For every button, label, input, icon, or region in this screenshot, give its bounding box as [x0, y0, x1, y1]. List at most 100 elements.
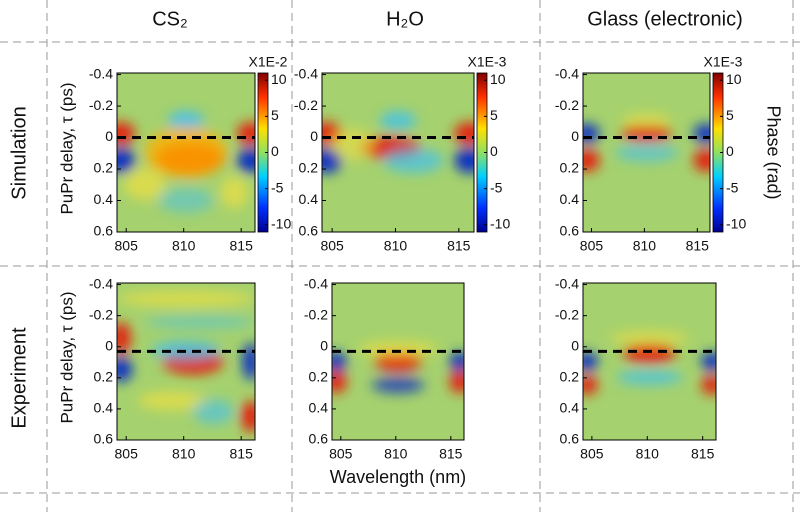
colorbar-tick-label: -5	[490, 179, 503, 195]
colorbar-tick-label: -5	[726, 179, 739, 195]
y-tick-label: 0.6	[560, 431, 580, 447]
colorbar-title: X1E-2	[249, 54, 288, 70]
y-tick-label: -0.2	[555, 306, 579, 322]
heatmap-features	[117, 111, 255, 213]
heatmap	[117, 283, 255, 440]
y-tick-label: 0	[571, 337, 579, 353]
heatmap-feature	[382, 147, 444, 174]
heatmap-feature	[242, 342, 255, 381]
column-header: CS₂	[152, 8, 188, 30]
y-tick-label: 0.2	[560, 160, 580, 176]
y-tick-label: 0.2	[299, 160, 319, 176]
y-tick-label: 0.6	[94, 223, 114, 239]
y-tick-label: 0.2	[309, 369, 329, 385]
x-tick-label: 805	[329, 446, 353, 462]
heatmap-feature	[454, 147, 474, 174]
colorbar-tick-label: 0	[726, 143, 734, 159]
y-tick-label: -0.2	[89, 306, 113, 322]
x-tick-label: 805	[115, 238, 139, 254]
heatmap	[322, 73, 474, 232]
y-tick-label: 0	[571, 128, 579, 144]
plot-frame	[116, 282, 256, 441]
heatmap-feature	[609, 330, 690, 346]
y-tick-label: 0.4	[309, 400, 329, 416]
x-tick-label: 805	[320, 238, 344, 254]
colorbar-title: X1E-3	[704, 54, 743, 70]
heatmap-feature	[701, 352, 716, 371]
heatmap-feature	[616, 369, 683, 386]
x-tick-label: 810	[172, 238, 196, 254]
y-tick-label: -0.2	[89, 97, 113, 113]
x-tick-label: 805	[115, 446, 139, 462]
heatmap	[332, 283, 464, 440]
heatmap-feature	[241, 400, 255, 433]
heatmap-feature	[449, 370, 464, 393]
heatmap-features	[583, 330, 716, 395]
heatmap-feature	[329, 128, 376, 161]
heatmap	[583, 283, 716, 440]
colorbar-tick-label: 5	[726, 107, 734, 123]
heatmap-feature	[168, 111, 204, 131]
colorbar-tick-label: -10	[271, 215, 291, 231]
heatmap-feature	[693, 149, 710, 172]
x-axis-label: Wavelength (nm)	[330, 467, 466, 487]
y-tick-label: 0	[105, 337, 113, 353]
y-tick-label: -0.4	[304, 275, 328, 291]
y-tick-label: -0.4	[555, 275, 579, 291]
y-tick-label: -0.2	[304, 306, 328, 322]
y-tick-label: -0.2	[555, 97, 579, 113]
y-tick-label: 0.4	[560, 191, 580, 207]
plot-frame	[116, 72, 256, 233]
y-tick-label: 0	[320, 337, 328, 353]
x-tick-label: 810	[636, 446, 660, 462]
colorbar-tick-label: 5	[271, 107, 279, 123]
x-tick-label: 805	[580, 238, 604, 254]
heatmap-features	[332, 341, 464, 393]
x-tick-label: 815	[230, 238, 254, 254]
heatmap	[583, 73, 710, 232]
heatmap-feature	[358, 341, 438, 357]
colorbar-tick-label: 0	[490, 143, 498, 159]
heatmap-features	[117, 290, 255, 433]
y-tick-label: 0.2	[94, 160, 114, 176]
heatmap-feature	[117, 290, 255, 307]
x-tick-label: 810	[172, 446, 196, 462]
y-tick-label: 0.6	[94, 431, 114, 447]
heatmap-feature	[117, 147, 135, 174]
heatmap-feature	[374, 352, 422, 371]
heatmap-feature	[192, 399, 235, 425]
column-header: H₂O	[386, 8, 424, 30]
heatmap-feature	[144, 315, 255, 329]
heatmap-feature	[117, 322, 131, 354]
y-tick-label: 0.6	[299, 223, 319, 239]
heatmap-features	[583, 112, 710, 172]
heatmap-feature	[583, 352, 598, 371]
heatmap-feature	[137, 391, 207, 411]
colorbar-label: Phase (rad)	[763, 105, 783, 199]
y-tick-label: 0.6	[560, 223, 580, 239]
colorbar-tick-label: -10	[490, 215, 510, 231]
plot-frame	[582, 282, 717, 441]
colorbar-tick-label: 5	[490, 107, 498, 123]
y-tick-label: 0.4	[299, 191, 319, 207]
y-axis-label: PuPr delay, τ (ps)	[57, 82, 76, 214]
plot-frame	[582, 72, 711, 233]
y-axis-label: PuPr delay, τ (ps)	[57, 291, 76, 423]
colorbar-tick-label: 10	[490, 71, 506, 87]
heatmap-feature	[379, 111, 417, 131]
heatmap-feature	[237, 147, 255, 174]
column-header: Glass (electronic)	[587, 8, 743, 30]
colorbar-tick-label: 10	[726, 71, 742, 87]
y-tick-label: 0.2	[94, 369, 114, 385]
plot-frame	[331, 282, 465, 441]
x-tick-label: 815	[691, 446, 715, 462]
heatmap-feature	[449, 352, 464, 371]
y-tick-label: 0.2	[560, 369, 580, 385]
heatmap-feature	[332, 370, 347, 393]
heatmap	[117, 73, 255, 232]
row-label: Simulation	[8, 106, 30, 199]
heatmap-feature	[117, 356, 133, 382]
y-tick-label: -0.2	[294, 97, 318, 113]
